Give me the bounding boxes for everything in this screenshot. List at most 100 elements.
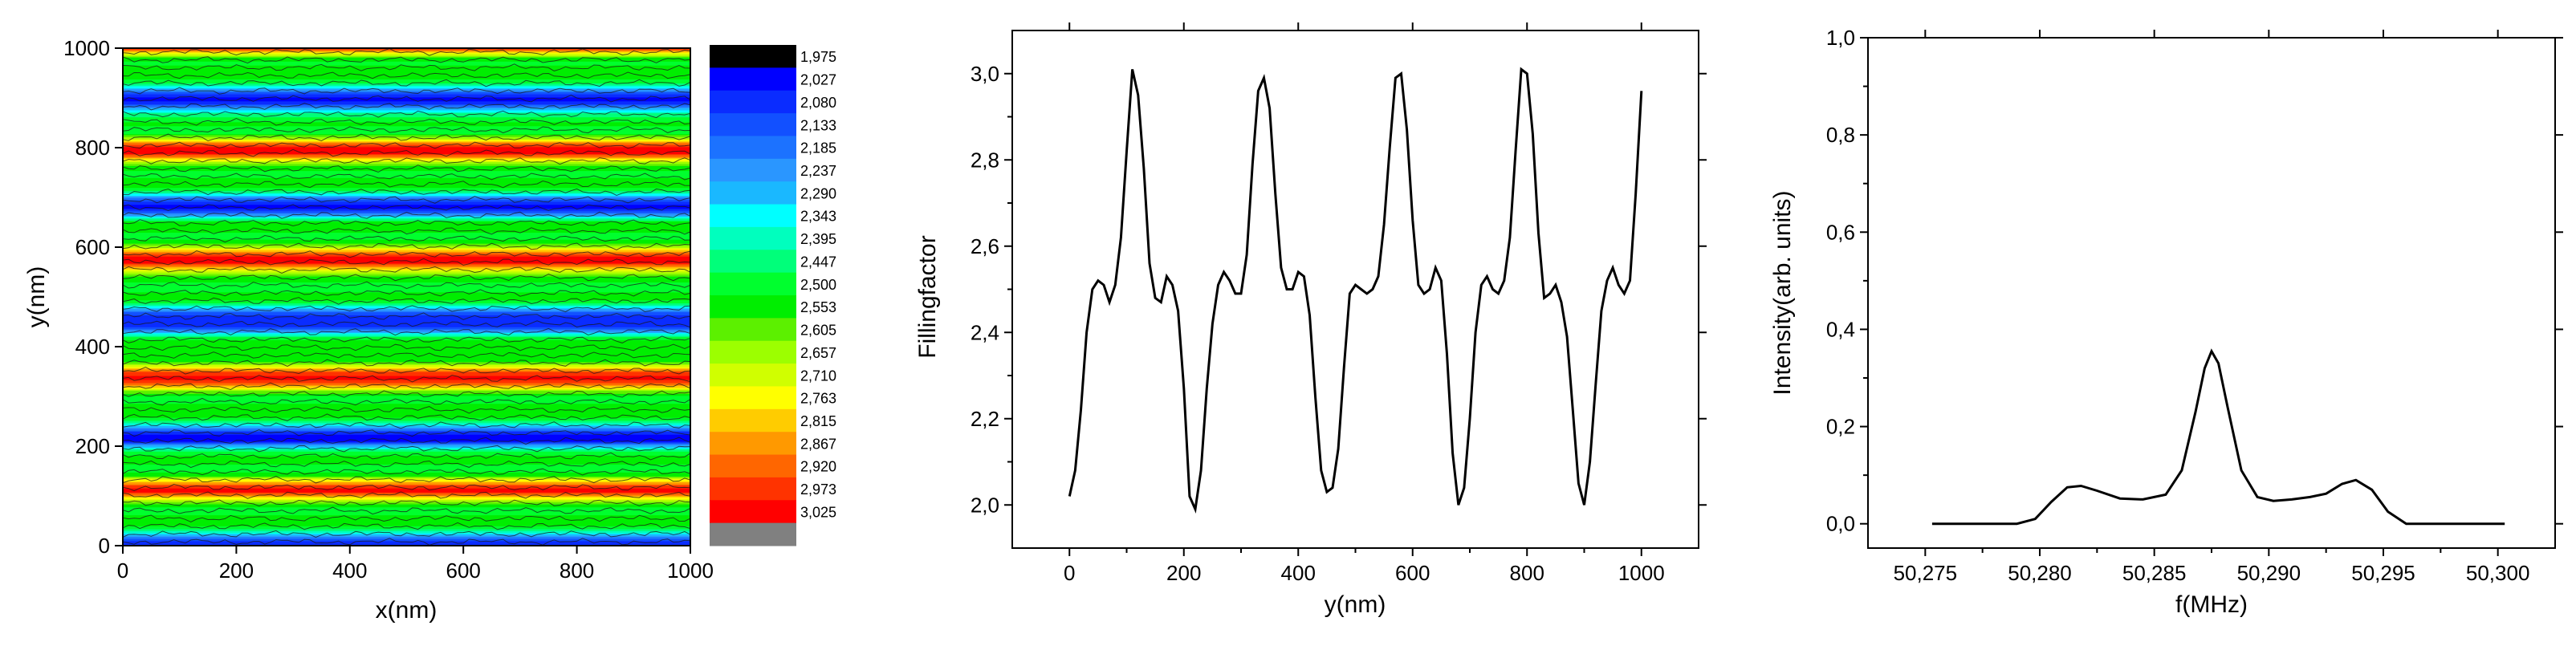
intensity-x-tick-label: 50,285 bbox=[2122, 561, 2187, 585]
heatmap-stripe bbox=[123, 242, 690, 244]
heatmap-stripe bbox=[123, 237, 690, 239]
heatmap-stripe bbox=[123, 261, 690, 263]
heatmap-stripe bbox=[123, 400, 690, 402]
heatmap-stripe bbox=[123, 166, 690, 169]
heatmap-contour-line bbox=[123, 180, 690, 189]
heatmap-stripe bbox=[123, 435, 690, 437]
colorbar-level-label: 2,867 bbox=[800, 436, 836, 452]
heatmap-stripe bbox=[123, 376, 690, 379]
heatmap-stripe bbox=[123, 389, 690, 392]
heatmap-contour-line bbox=[123, 320, 690, 328]
heatmap-stripe bbox=[123, 357, 690, 359]
heatmap-contour-line bbox=[123, 538, 690, 546]
heatmap-y-tick-label: 200 bbox=[75, 434, 110, 458]
heatmap-stripe bbox=[123, 144, 690, 147]
fillingfactor-y-axis-label: Fillingfactor bbox=[914, 235, 941, 358]
heatmap-stripe bbox=[123, 125, 690, 128]
heatmap-stripe bbox=[123, 539, 690, 542]
heatmap-contour-line bbox=[123, 141, 690, 149]
heatmap-stripe bbox=[123, 189, 690, 191]
heatmap-contour-line bbox=[123, 204, 690, 212]
heatmap-stripe bbox=[123, 453, 690, 455]
heatmap-stripe bbox=[123, 308, 690, 311]
heatmap-stripe bbox=[123, 460, 690, 462]
heatmap-stripe bbox=[123, 217, 690, 219]
heatmap-stripe bbox=[123, 140, 690, 141]
heatmap-stripe bbox=[123, 225, 690, 228]
colorbar-swatch bbox=[710, 250, 796, 274]
heatmap-stripe bbox=[123, 182, 690, 185]
heatmap-stripe bbox=[123, 167, 690, 169]
heatmap-stripe bbox=[123, 362, 690, 364]
heatmap-stripe bbox=[123, 538, 690, 541]
heatmap-stripe bbox=[123, 364, 690, 367]
heatmap-stripe bbox=[123, 165, 690, 166]
heatmap-stripe bbox=[123, 482, 690, 485]
heatmap-stripe bbox=[123, 408, 690, 410]
heatmap-stripe bbox=[123, 318, 690, 319]
heatmap-x-axis-label: x(nm) bbox=[376, 597, 437, 624]
heatmap-stripe bbox=[123, 73, 690, 75]
heatmap-stripe bbox=[123, 492, 690, 494]
heatmap-stripe bbox=[123, 350, 690, 352]
heatmap-stripe bbox=[123, 340, 690, 343]
heatmap-stripe bbox=[123, 95, 690, 97]
heatmap-stripe bbox=[123, 422, 690, 424]
heatmap-stripe bbox=[123, 382, 690, 384]
heatmap-stripe bbox=[123, 349, 690, 351]
colorbar-level-label: 2,395 bbox=[800, 231, 836, 247]
heatmap-stripe bbox=[123, 224, 690, 226]
heatmap-stripe bbox=[123, 140, 690, 143]
heatmap-stripe bbox=[123, 411, 690, 413]
heatmap-stripe bbox=[123, 173, 690, 174]
heatmap-stripe bbox=[123, 423, 690, 425]
heatmap-contour-line bbox=[123, 211, 690, 220]
fillingfactor-frame bbox=[1011, 30, 1699, 549]
colorbar-level-label: 1,975 bbox=[800, 49, 836, 65]
heatmap-stripe bbox=[123, 361, 690, 364]
heatmap-contour-line bbox=[123, 343, 690, 351]
heatmap-stripe bbox=[123, 181, 690, 183]
heatmap-stripe bbox=[123, 163, 690, 165]
heatmap-stripe bbox=[123, 403, 690, 405]
heatmap-contours bbox=[123, 48, 690, 546]
heatmap-stripe bbox=[123, 498, 690, 501]
heatmap-stripe bbox=[123, 128, 690, 130]
heatmap-contour-line bbox=[123, 157, 690, 165]
heatmap-stripe bbox=[123, 337, 690, 339]
heatmap-x-ticks: 0 200 400 600 800 1000 bbox=[117, 546, 714, 583]
colorbar-level-label: 2,290 bbox=[800, 185, 836, 201]
heatmap-stripe bbox=[123, 269, 690, 271]
heatmap-stripe bbox=[123, 92, 690, 95]
heatmap-stripe bbox=[123, 540, 690, 542]
heatmap-stripe bbox=[123, 347, 690, 348]
heatmap-stripe bbox=[123, 86, 690, 87]
heatmap-stripe bbox=[123, 194, 690, 197]
heatmap-stripe bbox=[123, 273, 690, 275]
heatmap-stripe bbox=[123, 274, 690, 277]
heatmap-stripe bbox=[123, 286, 690, 289]
intensity-x-tick-label: 50,290 bbox=[2237, 561, 2301, 585]
heatmap-stripe bbox=[123, 250, 690, 252]
heatmap-contour-line bbox=[123, 335, 690, 343]
fillingfactor-x-tick-label: 0 bbox=[1064, 561, 1075, 585]
heatmap-stripe bbox=[123, 380, 690, 382]
heatmap-x-tick-label: 1000 bbox=[667, 559, 714, 583]
heatmap-stripe bbox=[123, 180, 690, 182]
heatmap-stripe bbox=[123, 264, 690, 266]
heatmap-stripe bbox=[123, 99, 690, 101]
heatmap-x-tick-label: 0 bbox=[117, 559, 128, 583]
heatmap-stripe bbox=[123, 115, 690, 116]
heatmap-stripe bbox=[123, 490, 690, 493]
heatmap-stripe bbox=[123, 50, 690, 52]
heatmap-stripe bbox=[123, 174, 690, 177]
heatmap-stripe bbox=[123, 374, 690, 376]
intensity-x-tick-label: 50,300 bbox=[2466, 561, 2530, 585]
heatmap-stripe bbox=[123, 414, 690, 416]
heatmap-stripe bbox=[123, 246, 690, 248]
intensity-y-tick-label: 0,8 bbox=[1826, 123, 1855, 147]
heatmap-stripe bbox=[123, 61, 690, 63]
heatmap-contour-line bbox=[123, 103, 690, 111]
heatmap-stripe bbox=[123, 205, 690, 207]
